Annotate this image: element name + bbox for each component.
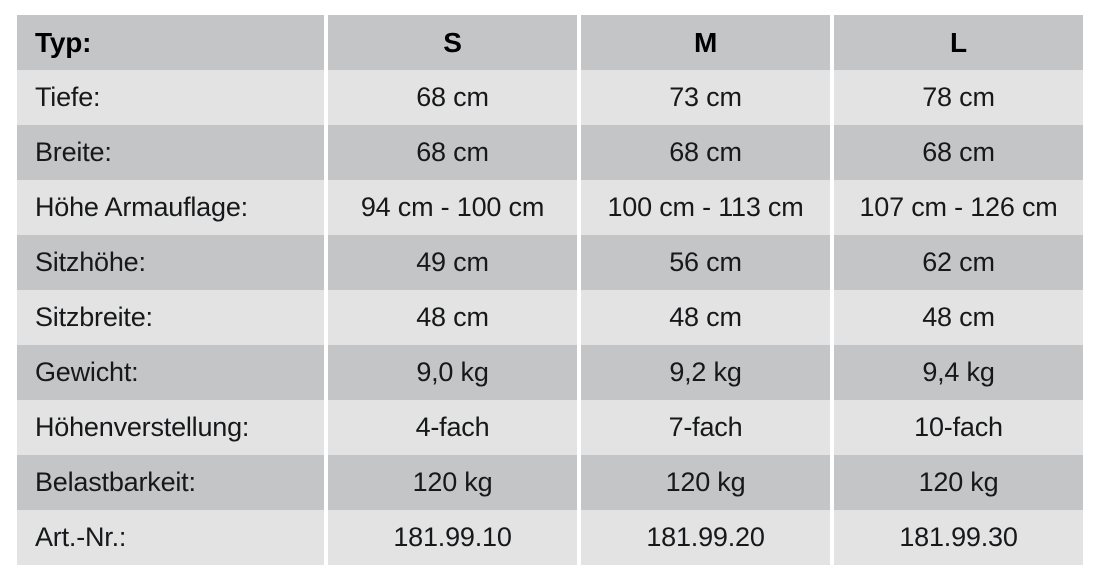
row-label-sitzhoehe: Sitzhöhe: <box>17 235 324 290</box>
row-label-gewicht: Gewicht: <box>17 345 324 400</box>
header-size-l: L <box>830 15 1083 70</box>
table-row: Höhe Armauflage: 94 cm - 100 cm 100 cm -… <box>17 180 1083 235</box>
cell-belastbarkeit-s: 120 kg <box>324 455 577 510</box>
cell-sitzbreite-l: 48 cm <box>830 290 1083 345</box>
cell-belastbarkeit-l: 120 kg <box>830 455 1083 510</box>
cell-hoehenverstellung-m: 7-fach <box>577 400 830 455</box>
cell-artikelnummer-l: 181.99.30 <box>830 510 1083 565</box>
cell-gewicht-s: 9,0 kg <box>324 345 577 400</box>
row-label-tiefe: Tiefe: <box>17 70 324 125</box>
cell-hoehenverstellung-l: 10-fach <box>830 400 1083 455</box>
table-body: Tiefe: 68 cm 73 cm 78 cm Breite: 68 cm 6… <box>17 70 1083 565</box>
row-label-artikelnummer: Art.-Nr.: <box>17 510 324 565</box>
cell-sitzhoehe-s: 49 cm <box>324 235 577 290</box>
cell-sitzbreite-s: 48 cm <box>324 290 577 345</box>
row-label-hoehe-armauflage: Höhe Armauflage: <box>17 180 324 235</box>
row-label-breite: Breite: <box>17 125 324 180</box>
cell-hoehe-armauflage-s: 94 cm - 100 cm <box>324 180 577 235</box>
cell-hoehe-armauflage-l: 107 cm - 126 cm <box>830 180 1083 235</box>
table-header-row: Typ: S M L <box>17 15 1083 70</box>
row-label-sitzbreite: Sitzbreite: <box>17 290 324 345</box>
table-row: Breite: 68 cm 68 cm 68 cm <box>17 125 1083 180</box>
cell-breite-s: 68 cm <box>324 125 577 180</box>
table-header: Typ: S M L <box>17 15 1083 70</box>
cell-breite-m: 68 cm <box>577 125 830 180</box>
cell-gewicht-m: 9,2 kg <box>577 345 830 400</box>
specification-table: Typ: S M L Tiefe: 68 cm 73 cm 78 cm Brei… <box>17 15 1083 565</box>
cell-belastbarkeit-m: 120 kg <box>577 455 830 510</box>
cell-tiefe-s: 68 cm <box>324 70 577 125</box>
table-row: Tiefe: 68 cm 73 cm 78 cm <box>17 70 1083 125</box>
cell-artikelnummer-s: 181.99.10 <box>324 510 577 565</box>
cell-artikelnummer-m: 181.99.20 <box>577 510 830 565</box>
cell-sitzbreite-m: 48 cm <box>577 290 830 345</box>
table-row: Belastbarkeit: 120 kg 120 kg 120 kg <box>17 455 1083 510</box>
cell-sitzhoehe-m: 56 cm <box>577 235 830 290</box>
table-row: Art.-Nr.: 181.99.10 181.99.20 181.99.30 <box>17 510 1083 565</box>
cell-sitzhoehe-l: 62 cm <box>830 235 1083 290</box>
header-size-m: M <box>577 15 830 70</box>
cell-breite-l: 68 cm <box>830 125 1083 180</box>
table-row: Höhenverstellung: 4-fach 7-fach 10-fach <box>17 400 1083 455</box>
row-label-hoehenverstellung: Höhenverstellung: <box>17 400 324 455</box>
cell-tiefe-m: 73 cm <box>577 70 830 125</box>
cell-hoehenverstellung-s: 4-fach <box>324 400 577 455</box>
cell-gewicht-l: 9,4 kg <box>830 345 1083 400</box>
header-type-label: Typ: <box>17 15 324 70</box>
cell-tiefe-l: 78 cm <box>830 70 1083 125</box>
table-row: Sitzbreite: 48 cm 48 cm 48 cm <box>17 290 1083 345</box>
table-row: Sitzhöhe: 49 cm 56 cm 62 cm <box>17 235 1083 290</box>
cell-hoehe-armauflage-m: 100 cm - 113 cm <box>577 180 830 235</box>
table-row: Gewicht: 9,0 kg 9,2 kg 9,4 kg <box>17 345 1083 400</box>
row-label-belastbarkeit: Belastbarkeit: <box>17 455 324 510</box>
header-size-s: S <box>324 15 577 70</box>
